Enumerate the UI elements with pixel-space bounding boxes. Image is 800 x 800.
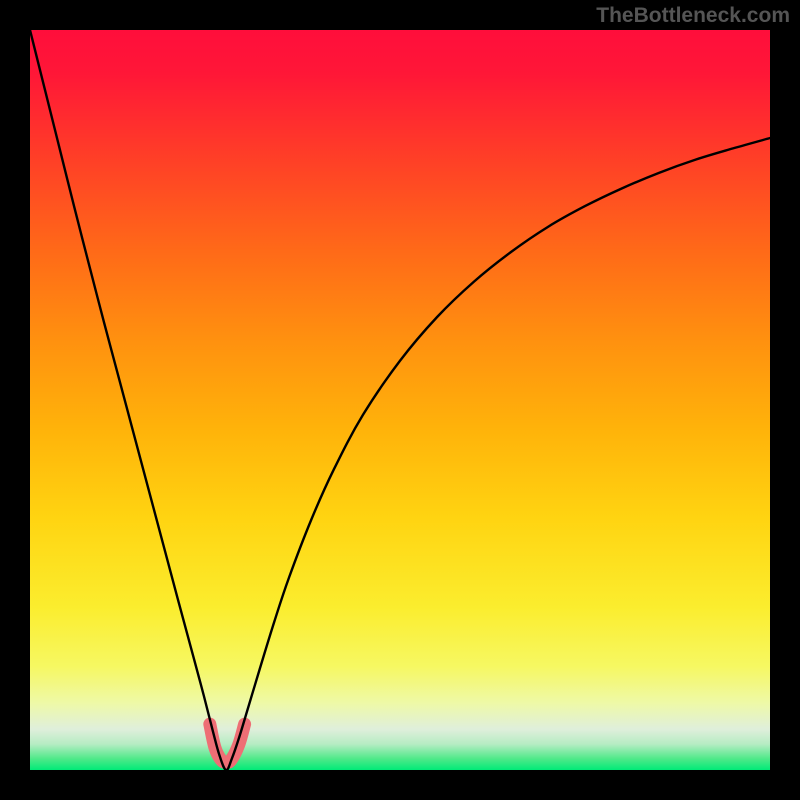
watermark-text: TheBottleneck.com xyxy=(596,4,790,28)
bottleneck-chart xyxy=(0,0,800,800)
